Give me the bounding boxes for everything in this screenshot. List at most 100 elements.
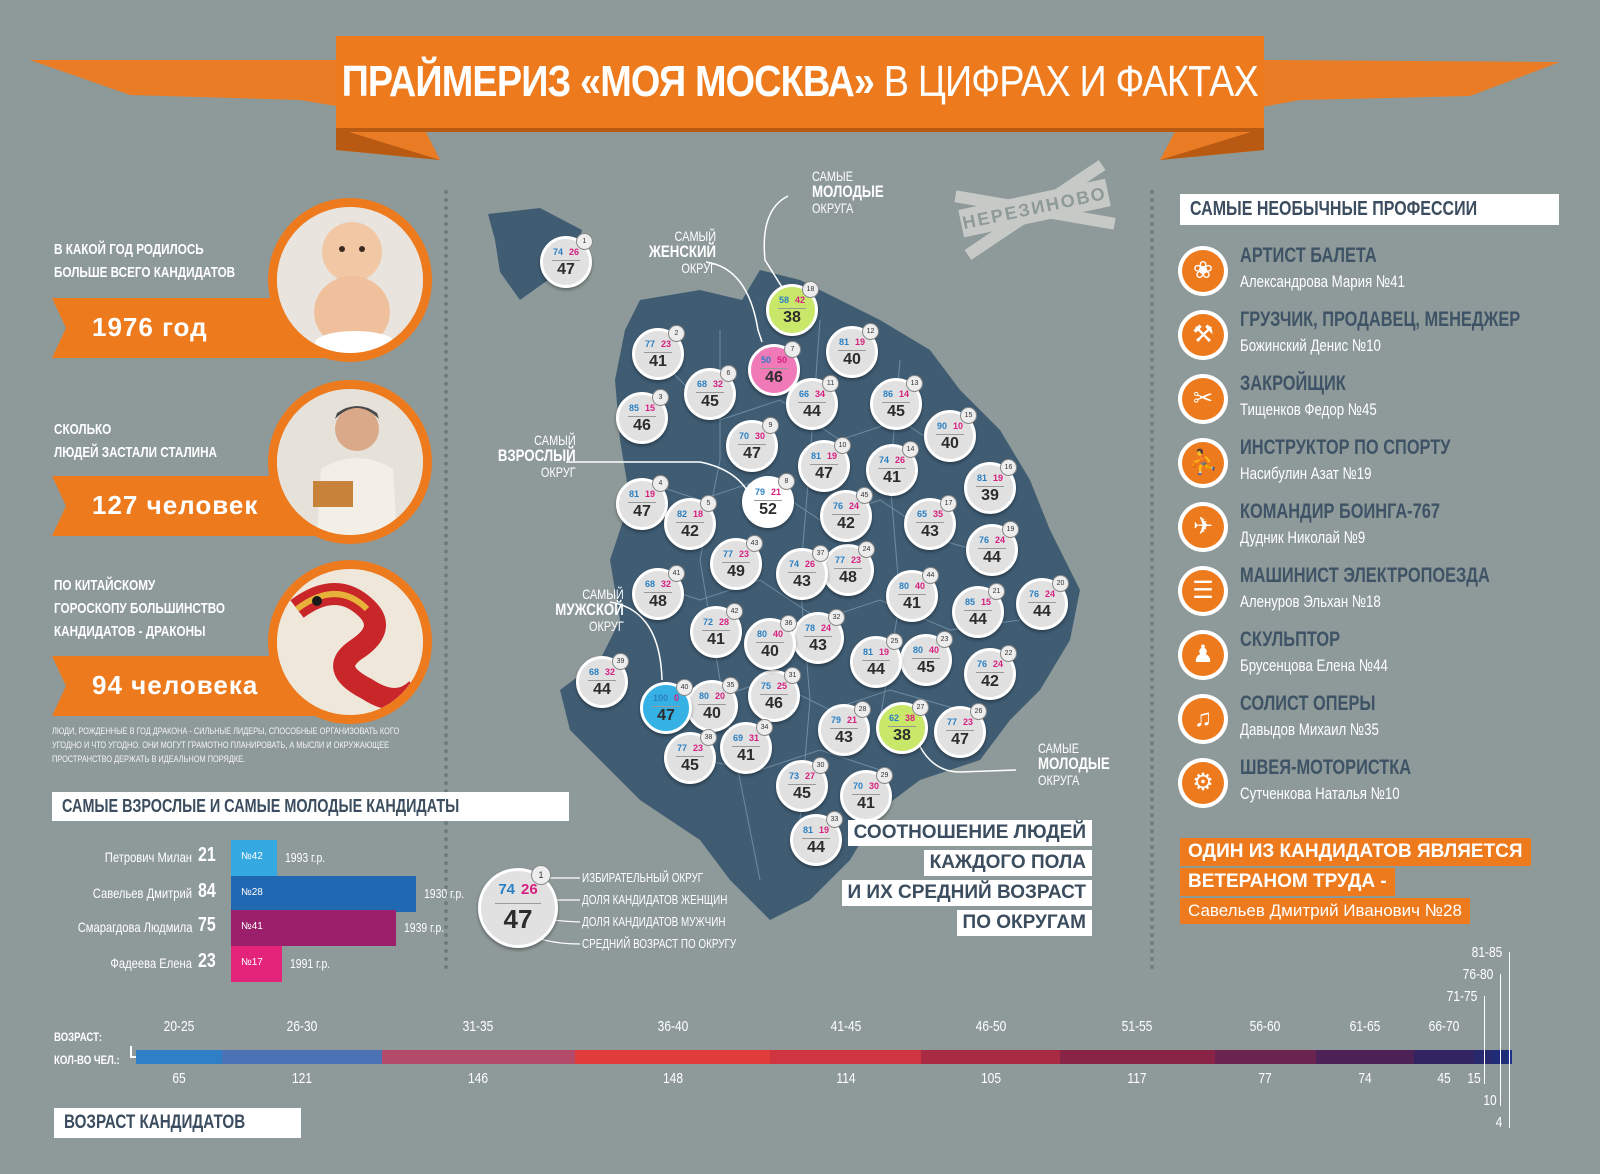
district-marker: 81 19 47 10	[798, 437, 851, 492]
district-number: 28	[854, 701, 871, 718]
district-number: 30	[812, 757, 829, 774]
age-count-label: 4	[1496, 1114, 1503, 1131]
district-marker: 85 15 44 21	[952, 583, 1005, 638]
gender-ratio: 90 10	[927, 421, 973, 431]
men-share: 81	[838, 337, 849, 347]
legend-circle: 74 26 47 1	[478, 865, 558, 948]
candidate-age: 23	[198, 950, 216, 972]
age-range-label: 41-45	[830, 1018, 862, 1035]
sewing-machine-icon: ⚙	[1178, 758, 1228, 808]
district-marker: 79 21 52 8	[742, 473, 795, 528]
fact-question-line: В КАКОЙ ГОД РОДИЛОСЬ	[54, 241, 204, 258]
age-range-label: 66-70	[1428, 1018, 1460, 1035]
women-share: 19	[993, 473, 1004, 483]
district-marker: 81 19 44 33	[790, 811, 843, 866]
age-scale-bracket	[130, 1046, 138, 1058]
district-marker: 62 38 38 27	[876, 699, 929, 754]
age-count-label: 77	[1258, 1070, 1273, 1087]
candidate-row: Фадеева Елена 23 №17 1991 г.р.	[50, 946, 450, 982]
gender-ratio: 77 23	[937, 717, 983, 727]
gender-ratio: 62 38	[879, 713, 925, 723]
gender-ratio: 76 24	[823, 501, 869, 511]
fact-question-line: ПО КИТАЙСКОМУ	[54, 577, 156, 594]
district-marker: 70 30 41 29	[840, 767, 893, 822]
profession-person: Насибулин Азат №19	[1240, 464, 1372, 483]
right-divider	[1150, 190, 1154, 970]
women-share: 24	[849, 501, 860, 511]
age-scale-segment	[1059, 1050, 1215, 1064]
age-range-label: 20-25	[163, 1018, 195, 1035]
men-share: 82	[676, 509, 687, 519]
fact-question-line: КАНДИДАТОВ - ДРАКОНЫ	[54, 623, 206, 640]
men-share: 74	[552, 247, 563, 257]
women-share: 15	[645, 403, 656, 413]
women-share: 38	[905, 713, 916, 723]
average-age: 44	[862, 660, 890, 679]
district-marker: 76 24 44 20	[1016, 575, 1069, 630]
men-share: 85	[964, 597, 975, 607]
district-marker: 77 23 47 26	[934, 703, 987, 758]
gender-ratio: 82 18	[667, 509, 713, 519]
callout-young-bottom: САМЫЕ МОЛОДЫЕ ОКРУГА	[1038, 740, 1110, 788]
women-share: 24	[821, 623, 832, 633]
average-age: 46	[760, 368, 788, 387]
women-share: 27	[805, 771, 816, 781]
age-count-label: 15	[1466, 1070, 1481, 1087]
age-count-label: 148	[662, 1070, 683, 1087]
men-share: 79	[754, 487, 765, 497]
district-marker: 86 14 45 13	[870, 375, 923, 430]
women-share: 14	[899, 389, 910, 399]
profession-item: ✈ КОМАНДИР БОИНГА-767 Дудник Николай №9	[1178, 500, 1578, 562]
age-count-label: 10	[1483, 1092, 1497, 1109]
average-age: 44	[978, 548, 1006, 567]
average-age: 52	[754, 500, 782, 519]
district-number: 45	[856, 487, 873, 504]
zelenograd-region	[488, 208, 582, 300]
women-share: 30	[755, 431, 766, 441]
women-share: 23	[739, 549, 750, 559]
age-count-label: 121	[291, 1070, 312, 1087]
nerezinovo-stamp: НЕРЕЗИНОВО	[944, 153, 1127, 267]
women-share: 30	[869, 781, 880, 791]
gender-ratio: 70 30	[843, 781, 889, 791]
gender-ratio: 81 19	[793, 825, 839, 835]
men-share: 77	[676, 743, 687, 753]
gender-ratio: 77 23	[667, 743, 713, 753]
average-age: 40	[756, 642, 784, 661]
women-share: 10	[953, 421, 964, 431]
gender-ratio: 76 24	[967, 659, 1013, 669]
age-scale-segment	[1414, 1050, 1474, 1064]
district-marker: 73 27 45 30	[776, 757, 829, 812]
profession-title: СОЛИСТ ОПЕРЫ	[1240, 692, 1376, 715]
professions-title: САМЫЕ НЕОБЫЧНЫЕ ПРОФЕССИИ	[1180, 194, 1559, 225]
candidate-age: 75	[198, 914, 216, 936]
men-share: 70	[738, 431, 749, 441]
age-range-label: 26-30	[286, 1018, 318, 1035]
legend-age: 47	[495, 903, 541, 935]
average-age: 45	[788, 784, 816, 803]
men-share: 73	[788, 771, 799, 781]
district-marker: 80 40 40 36	[744, 615, 797, 670]
gender-ratio: 79 21	[821, 715, 867, 725]
ratio-title: СООТНОШЕНИЕ ЛЮДЕЙ КАЖДОГО ПОЛА И ИХ СРЕД…	[841, 818, 1092, 938]
title-bold: ПРАЙМЕРИЗ «МОЯ МОСКВА»	[341, 57, 875, 106]
age-count-label: 65	[172, 1070, 186, 1087]
loader-icon: ⚒	[1178, 310, 1228, 360]
district-marker: 50 50 46 7	[748, 341, 801, 396]
gender-ratio: 76 24	[969, 535, 1015, 545]
average-age: 44	[1028, 602, 1056, 621]
district-marker: 82 18 42 5	[664, 495, 717, 550]
average-age: 41	[852, 794, 880, 813]
women-share: 24	[1045, 589, 1056, 599]
gender-ratio: 69 31	[723, 733, 769, 743]
profession-person: Александрова Мария №41	[1240, 272, 1405, 291]
men-share: 79	[830, 715, 841, 725]
profession-title: ШВЕЯ-МОТОРИСТКА	[1240, 756, 1412, 779]
page-title-banner: ПРАЙМЕРИЗ «МОЯ МОСКВА» В ЦИФРАХ И ФАКТАХ	[336, 36, 1264, 128]
district-marker: 65 35 43 17	[904, 495, 957, 550]
district-marker: 74 26 47 1	[540, 233, 593, 288]
men-share: 80	[756, 629, 767, 639]
average-age: 41	[702, 630, 730, 649]
women-share: 26	[569, 247, 580, 257]
men-share: 69	[732, 733, 743, 743]
